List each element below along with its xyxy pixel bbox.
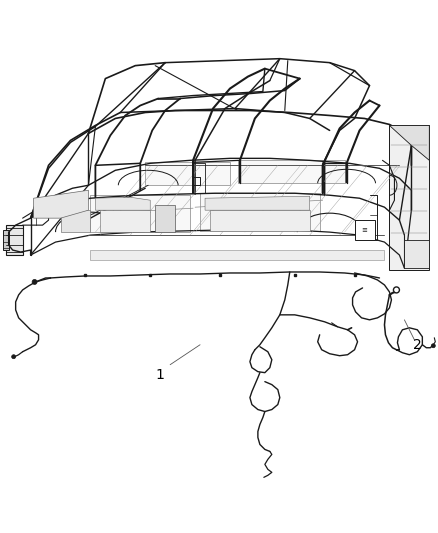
Polygon shape bbox=[238, 160, 345, 183]
Polygon shape bbox=[90, 195, 190, 232]
Polygon shape bbox=[210, 210, 310, 231]
Polygon shape bbox=[95, 197, 150, 210]
Polygon shape bbox=[60, 210, 90, 232]
Polygon shape bbox=[155, 205, 175, 232]
Circle shape bbox=[12, 355, 16, 359]
Polygon shape bbox=[200, 193, 320, 231]
Polygon shape bbox=[404, 240, 429, 268]
Polygon shape bbox=[355, 220, 374, 240]
Polygon shape bbox=[34, 190, 88, 218]
Text: ≡: ≡ bbox=[362, 227, 367, 233]
Polygon shape bbox=[3, 230, 9, 250]
Text: 2: 2 bbox=[413, 338, 422, 352]
Polygon shape bbox=[389, 125, 429, 160]
Text: 1: 1 bbox=[156, 368, 165, 382]
Circle shape bbox=[393, 287, 399, 293]
Circle shape bbox=[431, 344, 435, 348]
Polygon shape bbox=[145, 163, 230, 185]
Polygon shape bbox=[100, 210, 150, 232]
Polygon shape bbox=[6, 225, 23, 255]
Circle shape bbox=[32, 279, 37, 285]
Polygon shape bbox=[205, 196, 310, 210]
Polygon shape bbox=[389, 125, 429, 270]
Polygon shape bbox=[90, 250, 385, 260]
